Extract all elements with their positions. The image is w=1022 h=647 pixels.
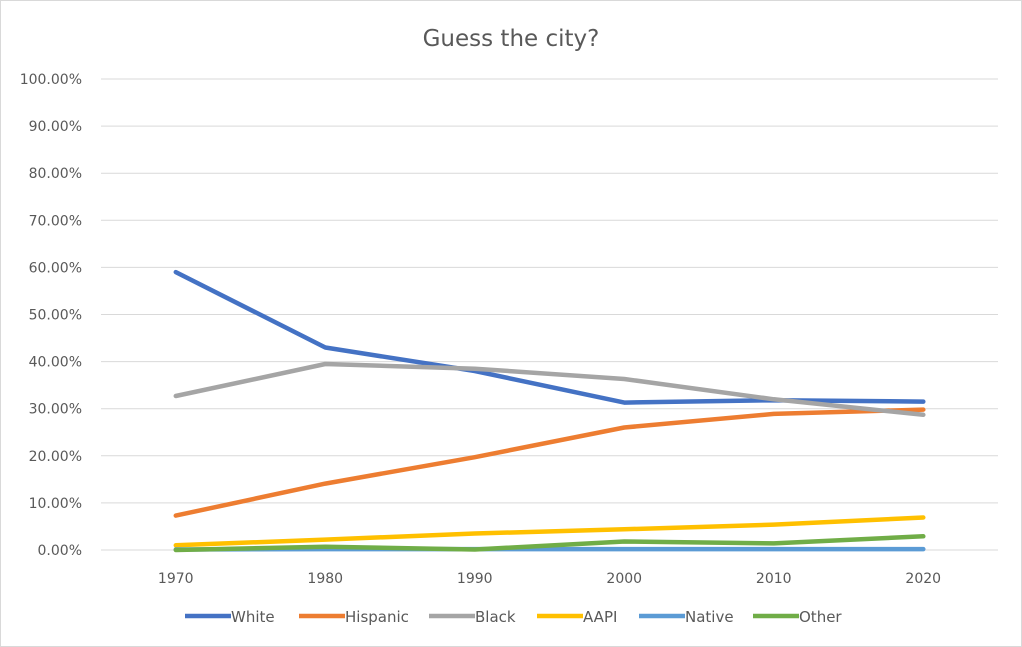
legend-label-other: Other: [799, 608, 842, 626]
y-tick-label: 10.00%: [29, 496, 82, 512]
series-lines: [173, 269, 926, 553]
y-tick-label: 90.00%: [29, 119, 82, 135]
y-tick-label: 30.00%: [29, 402, 82, 418]
legend: White Hispanic Black AAPI Native Other: [185, 608, 842, 626]
y-tick-label: 60.00%: [29, 260, 82, 276]
y-tick-label: 0.00%: [38, 543, 82, 559]
series-line-hispanic: [173, 407, 926, 518]
x-axis-ticks: 1970 1980 1990 2000 2010 2020: [158, 571, 941, 587]
y-tick-label: 100.00%: [20, 72, 82, 88]
legend-label-hispanic: Hispanic: [345, 608, 409, 626]
y-tick-label: 40.00%: [29, 355, 82, 371]
y-tick-label: 20.00%: [29, 449, 82, 465]
x-tick-label: 2020: [905, 571, 941, 587]
y-tick-label: 80.00%: [29, 166, 82, 182]
y-tick-label: 50.00%: [29, 308, 82, 324]
series-line-other: [173, 534, 926, 553]
x-tick-label: 1980: [307, 571, 343, 587]
y-tick-label: 70.00%: [29, 213, 82, 229]
x-tick-label: 1990: [457, 571, 493, 587]
x-tick-label: 2010: [756, 571, 792, 587]
series-line-white: [173, 269, 926, 405]
chart-title: Guess the city?: [423, 26, 600, 52]
y-axis-ticks: 0.00% 10.00% 20.00% 30.00% 40.00% 50.00% 60.00…: [20, 72, 82, 559]
x-tick-label: 2000: [606, 571, 642, 587]
series-line-black: [173, 361, 926, 418]
series-line-aapi: [173, 515, 926, 548]
x-tick-label: 1970: [158, 571, 194, 587]
legend-label-aapi: AAPI: [583, 608, 617, 626]
gridlines: [101, 78, 998, 551]
legend-label-black: Black: [475, 608, 516, 626]
legend-label-native: Native: [685, 608, 734, 626]
legend-label-white: White: [231, 608, 275, 626]
